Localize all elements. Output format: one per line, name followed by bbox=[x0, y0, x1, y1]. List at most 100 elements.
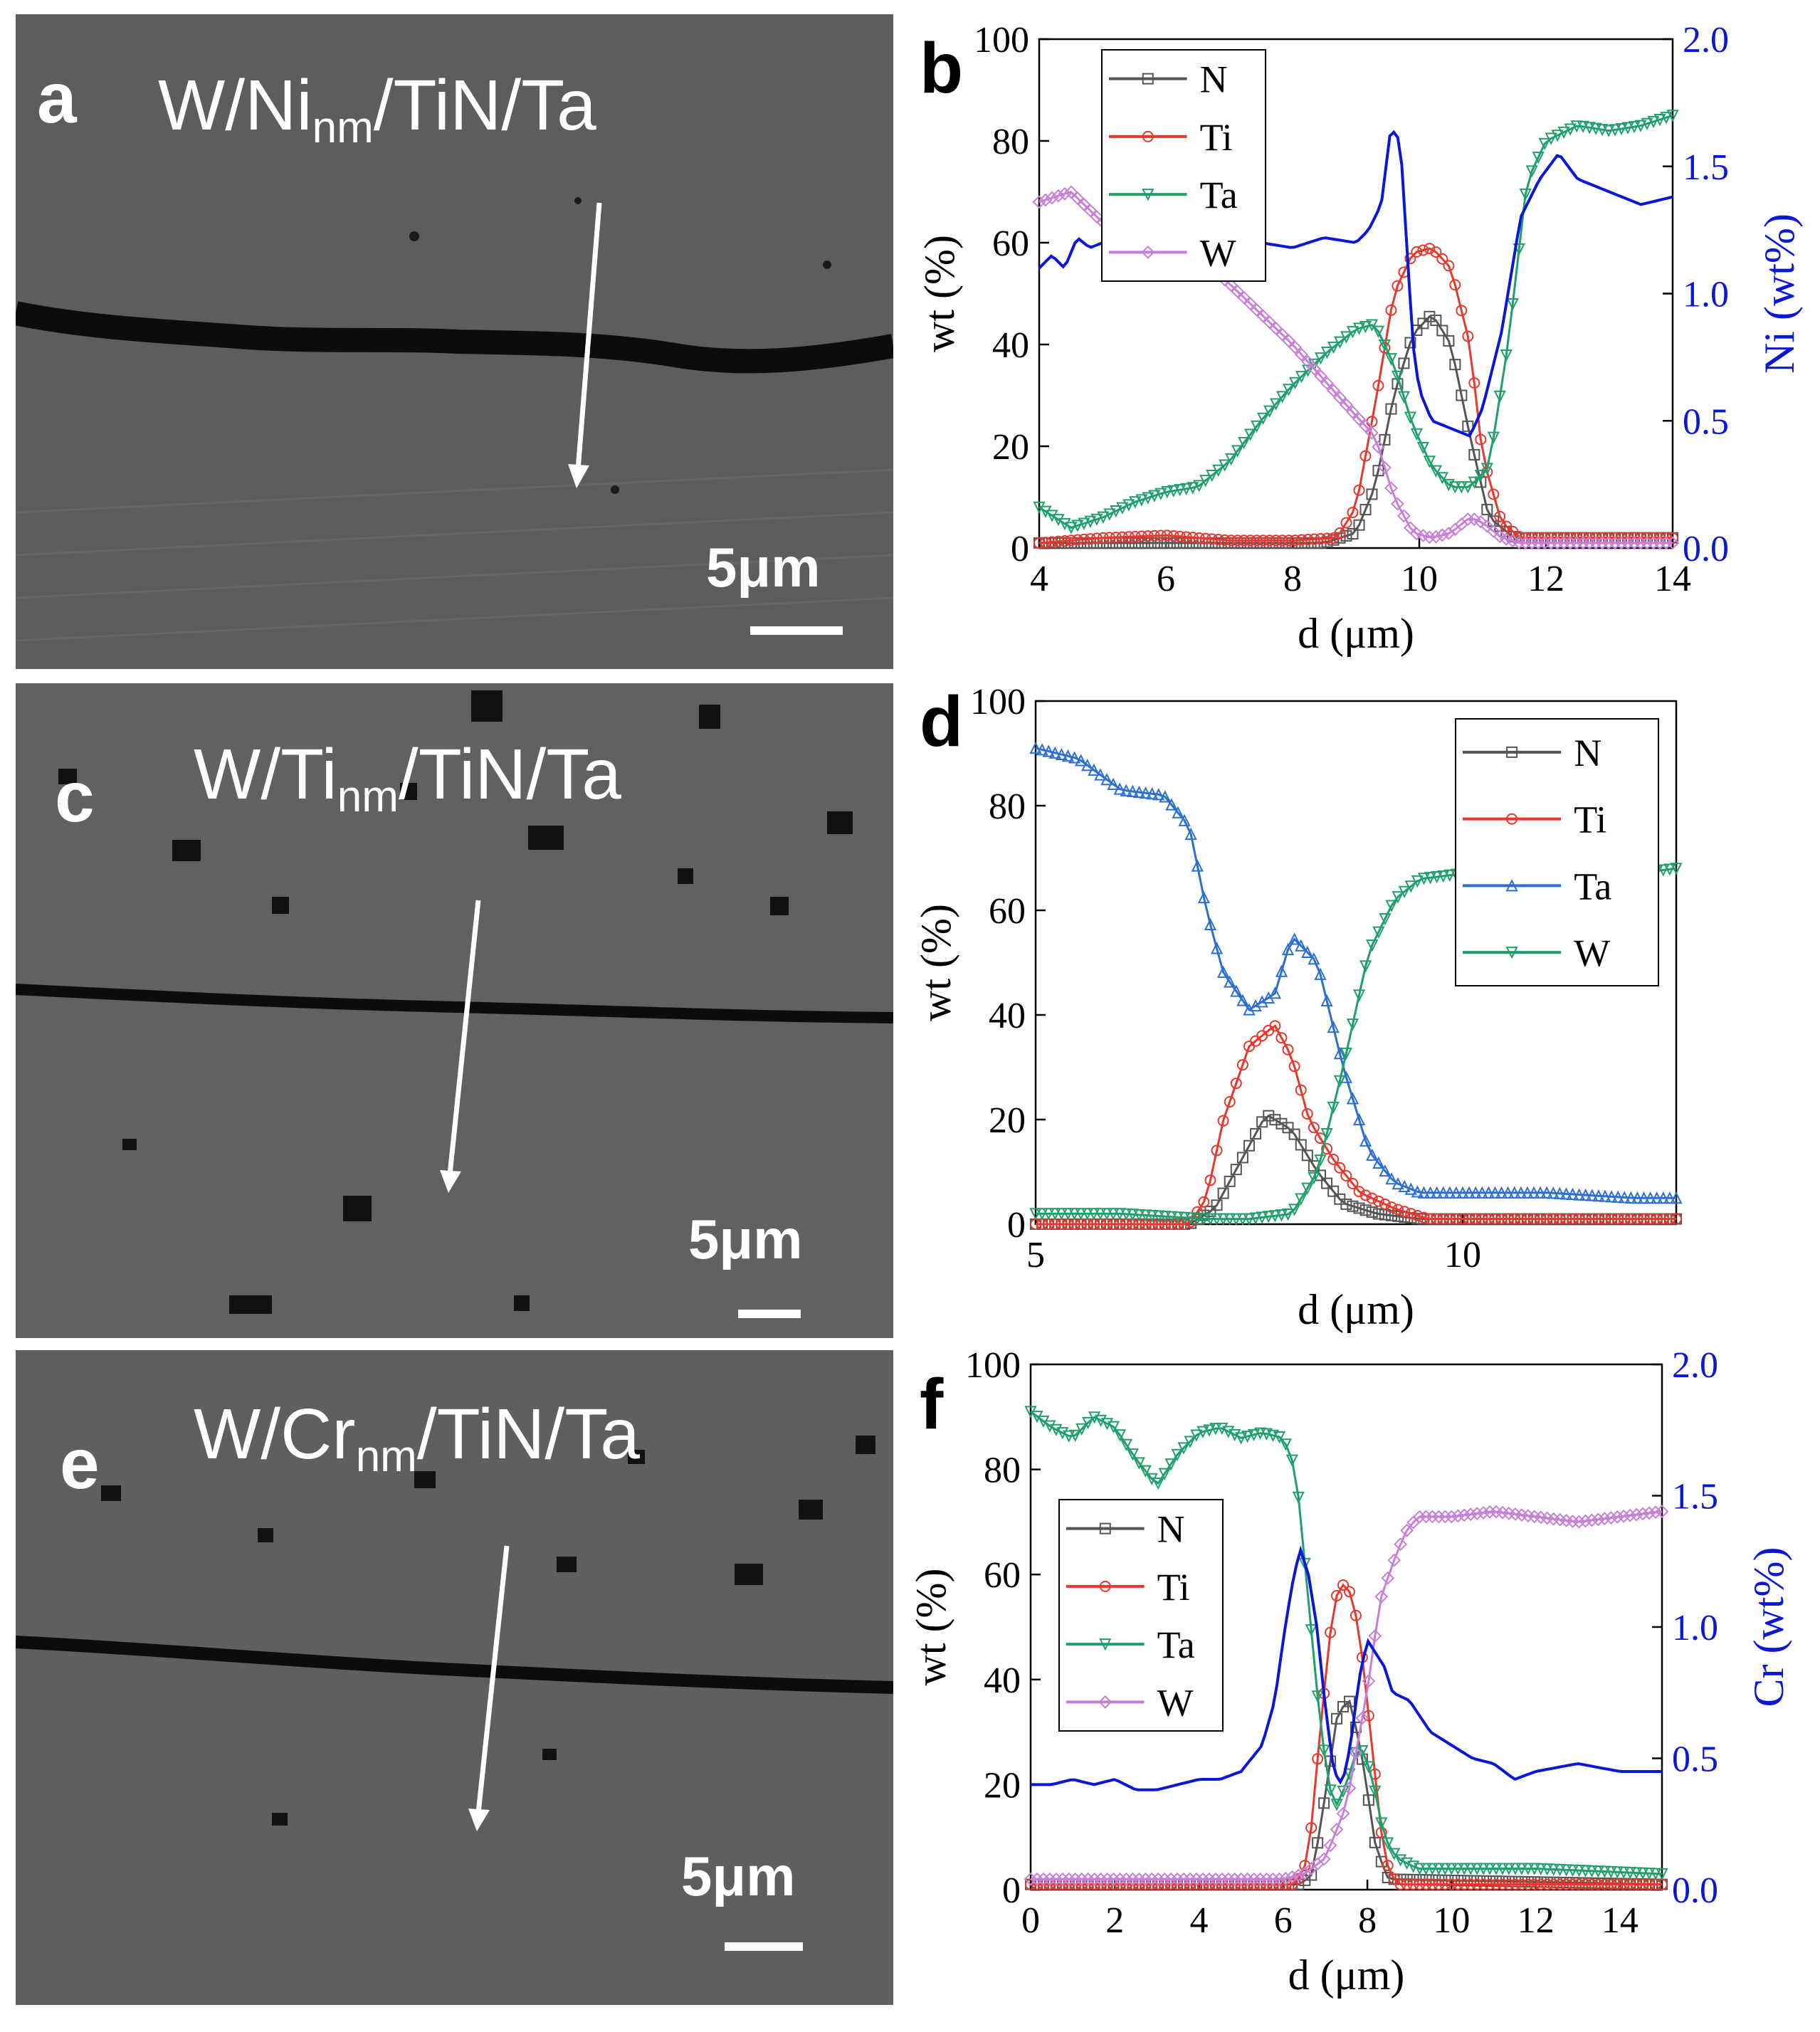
legend: N Ti Ta W bbox=[1101, 49, 1266, 282]
point-Ta bbox=[1148, 490, 1161, 502]
point-W bbox=[1045, 191, 1059, 205]
point-Ta bbox=[1528, 1863, 1541, 1875]
point-Ti bbox=[1592, 1878, 1604, 1890]
point-Ta bbox=[1122, 499, 1135, 512]
point-Ti bbox=[1404, 253, 1416, 265]
point-Ta bbox=[1547, 1186, 1559, 1199]
point-Ta bbox=[1308, 952, 1320, 965]
point-W bbox=[1100, 1208, 1113, 1221]
point-Ta bbox=[1416, 442, 1430, 455]
point-Ti bbox=[1225, 535, 1237, 547]
point-W bbox=[1636, 1507, 1650, 1521]
point-W bbox=[1247, 1872, 1261, 1886]
point-Ta bbox=[1132, 785, 1146, 799]
point-Ta bbox=[1075, 1423, 1088, 1436]
point-Ta bbox=[1197, 890, 1210, 904]
point-W bbox=[1268, 1210, 1281, 1223]
point-W bbox=[1055, 1208, 1068, 1221]
point-W bbox=[1146, 1209, 1159, 1223]
point-N bbox=[1509, 1875, 1521, 1888]
point-W bbox=[1355, 1711, 1369, 1725]
point-W bbox=[1461, 512, 1475, 526]
point-Ta bbox=[1641, 117, 1653, 131]
point-Ta bbox=[1436, 472, 1448, 485]
panel-letter: e bbox=[60, 1424, 100, 1504]
point-Ti bbox=[1426, 1878, 1438, 1890]
y2-tick-label: 1.0 bbox=[1683, 275, 1729, 315]
point-W bbox=[1249, 1212, 1262, 1225]
point-Ti bbox=[1350, 1609, 1362, 1621]
point-Ta bbox=[1488, 1186, 1502, 1199]
y-axis-label: wt (%) bbox=[912, 904, 959, 1021]
point-Ti bbox=[1236, 1059, 1248, 1071]
point-W bbox=[1435, 528, 1449, 542]
point-Ta bbox=[1193, 480, 1206, 493]
point-W bbox=[1107, 1208, 1120, 1221]
legend-label-Ta: Ta bbox=[1157, 1623, 1195, 1666]
point-Ti bbox=[1450, 1213, 1462, 1225]
point-Ta bbox=[1410, 428, 1424, 441]
point-W bbox=[1330, 1823, 1344, 1836]
point-W bbox=[1125, 1872, 1140, 1886]
point-W bbox=[1075, 1208, 1088, 1221]
point-W bbox=[1438, 1510, 1452, 1524]
scan-arrow bbox=[575, 202, 602, 470]
legend-label-Ta: Ta bbox=[1574, 865, 1611, 907]
legend-label-N: N bbox=[1157, 1508, 1185, 1551]
x-tick-label: 12 bbox=[1517, 1900, 1555, 1941]
point-W bbox=[1139, 1209, 1152, 1222]
point-Ti bbox=[1478, 1878, 1490, 1890]
point-Ta bbox=[1320, 994, 1333, 1006]
point-N bbox=[1129, 537, 1141, 549]
point-N bbox=[1372, 465, 1384, 477]
legend-marker-Ti bbox=[1099, 1580, 1111, 1592]
point-Ta bbox=[1372, 1156, 1385, 1169]
point-Ta bbox=[1340, 331, 1353, 344]
point-W bbox=[1209, 1872, 1223, 1886]
point-Ta bbox=[1417, 1186, 1431, 1199]
point-N bbox=[1230, 1164, 1242, 1176]
chart-b: b 4 6 8 10 12 14 0 20 40 60 80 100 0.0 0.5 1.0 1.5 2.0 Ni … bbox=[904, 14, 1820, 683]
point-Ta bbox=[1463, 1186, 1476, 1199]
point-Ti bbox=[1046, 536, 1058, 548]
point-N bbox=[1256, 1116, 1268, 1128]
legend-marker-Ta bbox=[1142, 189, 1154, 201]
panel-letter: d bbox=[920, 682, 963, 762]
scale-label: 5μm bbox=[681, 1845, 796, 1907]
point-Ti bbox=[1302, 534, 1314, 546]
point-W bbox=[1049, 1872, 1063, 1886]
point-W bbox=[1075, 1872, 1089, 1886]
point-Ta bbox=[1209, 1423, 1222, 1436]
x-tick-label: 0 bbox=[1021, 1900, 1040, 1941]
point-Ti bbox=[1484, 1878, 1496, 1890]
point-Ta bbox=[1362, 1761, 1375, 1774]
point-Ti bbox=[1325, 1626, 1337, 1638]
point-N bbox=[1318, 1797, 1330, 1809]
point-Ta bbox=[1075, 754, 1088, 767]
point-Ta bbox=[1320, 347, 1334, 359]
x-axis-label: d (μm) bbox=[1298, 1286, 1414, 1333]
point-N bbox=[1071, 537, 1083, 549]
point-Ti bbox=[1379, 1198, 1391, 1210]
point-W bbox=[1043, 1872, 1057, 1886]
point-Ti bbox=[1230, 1078, 1242, 1090]
point-Ta bbox=[1158, 1468, 1171, 1480]
point-N bbox=[1217, 1187, 1229, 1199]
point-W bbox=[1165, 1211, 1178, 1223]
legend-marker-N bbox=[1506, 746, 1518, 758]
point-Ta bbox=[1545, 132, 1557, 145]
point-W bbox=[1308, 362, 1321, 376]
point-Ta bbox=[1088, 763, 1100, 776]
point-W bbox=[1657, 864, 1670, 877]
point-Ti bbox=[1436, 253, 1448, 265]
point-Ta bbox=[1554, 1863, 1567, 1877]
point-Ta bbox=[1257, 412, 1270, 425]
point-W bbox=[1282, 334, 1296, 348]
point-Ta bbox=[1586, 1189, 1599, 1201]
point-N bbox=[1347, 527, 1359, 539]
point-Ta bbox=[1445, 1863, 1458, 1875]
point-N bbox=[1468, 448, 1480, 460]
point-W bbox=[1463, 1507, 1478, 1522]
point-W bbox=[1340, 1047, 1352, 1060]
scale-bar bbox=[725, 1942, 803, 1951]
